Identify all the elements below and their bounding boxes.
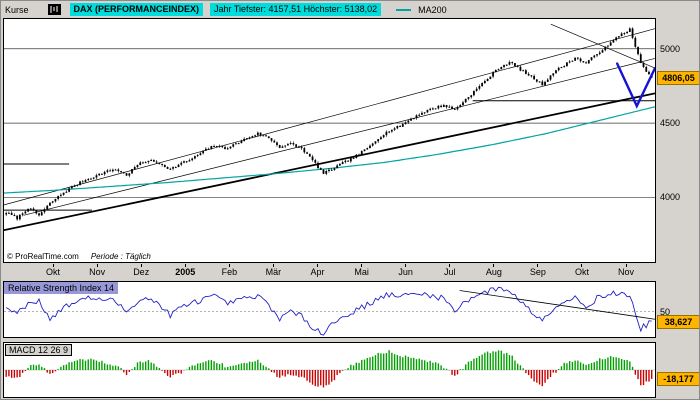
macd-chart[interactable] xyxy=(4,343,655,397)
time-axis-label: Nov xyxy=(75,264,119,279)
ma200-label[interactable]: MA200 xyxy=(418,4,447,15)
macd-value-badge: -18,177 xyxy=(657,372,699,387)
time-axis-label: Mär xyxy=(251,264,295,279)
time-axis-label: Okt xyxy=(31,264,75,279)
time-axis-label: Feb xyxy=(207,264,251,279)
time-axis-label: Mai xyxy=(340,264,384,279)
rsi-midline-label: 50 xyxy=(660,306,671,317)
time-axis-label: Jul xyxy=(428,264,472,279)
price-chart-panel[interactable]: © ProRealTime.com Periode : Täglich xyxy=(3,18,656,263)
rsi-value-badge: 38,627 xyxy=(657,314,699,329)
instrument-badge[interactable]: DAX (PERFORMANCEINDEX) xyxy=(69,3,204,16)
time-axis-label: Apr xyxy=(295,264,339,279)
rsi-title[interactable]: Relative Strength Index 14 xyxy=(4,282,119,294)
price-axis[interactable]: 5000 4500 4000 4806,05 xyxy=(657,19,699,263)
time-axis-label: Okt xyxy=(560,264,604,279)
time-axis-label: Aug xyxy=(472,264,516,279)
rsi-axis[interactable]: 50 38,627 xyxy=(657,282,699,338)
period-label: Periode : Täglich xyxy=(90,252,151,261)
time-axis-label: Jun xyxy=(384,264,428,279)
macd-axis[interactable]: -18,177 xyxy=(657,343,699,398)
ma200-line-swatch xyxy=(396,8,412,11)
time-axis-label: Nov xyxy=(604,264,648,279)
price-tick-label: 4500 xyxy=(660,118,681,129)
price-chart[interactable] xyxy=(4,19,655,251)
chart-footer: © ProRealTime.com Periode : Täglich xyxy=(7,252,151,261)
price-tick-label: 4000 xyxy=(660,192,681,203)
time-axis-label: 2005 xyxy=(163,264,207,279)
rsi-chart[interactable] xyxy=(4,282,655,337)
rsi-panel[interactable]: Relative Strength Index 14 xyxy=(3,281,656,338)
year-range-badge: Jahr Tiefster: 4157,51 Höchster: 5138,02 xyxy=(210,3,382,16)
time-axis-label: Sep xyxy=(516,264,560,279)
macd-title[interactable]: MACD 12 26 9 xyxy=(5,344,73,356)
time-axis[interactable]: Okt Nov Dez 2005 Feb Mär Apr Mai Jun Jul Aug Sep Okt… xyxy=(3,264,656,279)
macd-panel[interactable]: MACD 12 26 9 xyxy=(3,342,656,398)
price-tick-label: 5000 xyxy=(660,43,681,54)
candlestick-chart-icon[interactable] xyxy=(47,4,61,15)
chart-header: Kurse DAX (PERFORMANCEINDEX) Jahr Tiefst… xyxy=(1,1,699,18)
time-axis-label: Dez xyxy=(119,264,163,279)
last-price-badge: 4806,05 xyxy=(657,71,699,86)
copyright-label: © ProRealTime.com xyxy=(7,252,79,261)
kurse-label[interactable]: Kurse xyxy=(5,4,29,15)
